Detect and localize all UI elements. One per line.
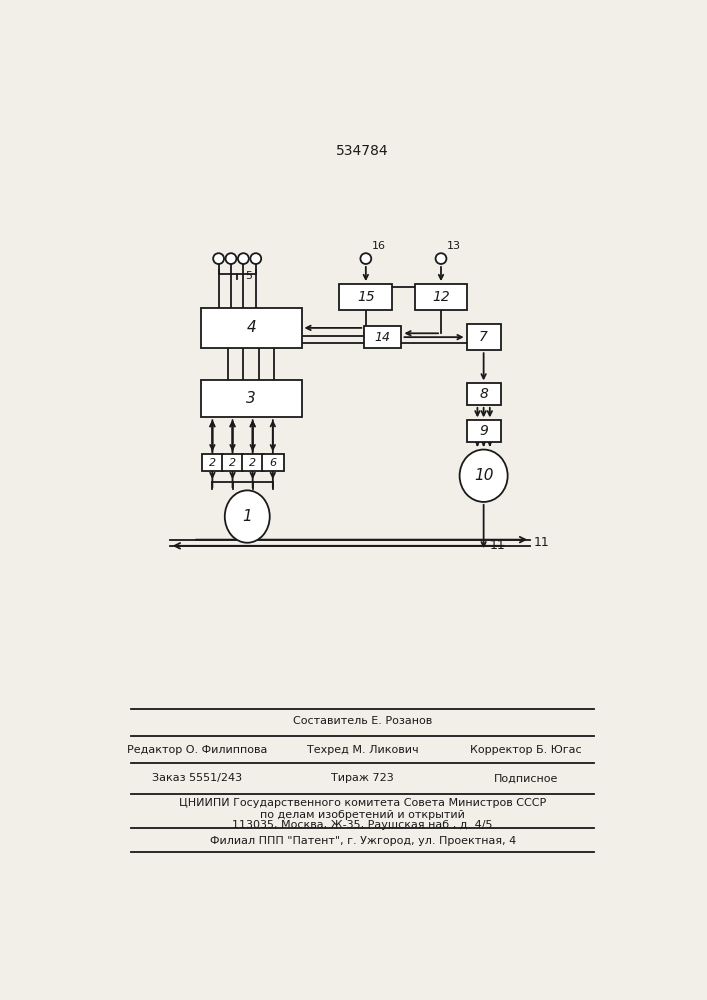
Bar [414,284,467,310]
Text: 11: 11 [534,536,550,549]
Bar [222,454,243,471]
Text: 113035, Москва, Ж-35, Раушская наб., д. 4/5: 113035, Москва, Ж-35, Раушская наб., д. … [233,820,493,830]
Bar [467,420,501,442]
Bar [262,454,284,471]
Bar [339,284,392,310]
Text: 1: 1 [243,509,252,524]
Text: 4: 4 [246,320,256,335]
Text: 8: 8 [479,387,488,401]
Circle shape [238,253,249,264]
Text: Тираж 723: Тираж 723 [332,773,394,783]
Circle shape [436,253,446,264]
Bar [242,454,264,471]
Text: Заказ 5551/243: Заказ 5551/243 [152,773,242,783]
Text: Техред М. Ликович: Техред М. Ликович [307,745,419,755]
Text: 15: 15 [357,290,375,304]
Text: 9: 9 [479,424,488,438]
Text: Редактор О. Филиппова: Редактор О. Филиппова [127,745,267,755]
Bar [467,324,501,350]
Text: 7: 7 [479,330,488,344]
Bar [201,380,301,417]
Bar [364,326,402,348]
Text: 2: 2 [249,458,256,468]
Text: 13: 13 [448,241,461,251]
Circle shape [213,253,224,264]
Circle shape [250,253,261,264]
Text: по делам изобретений и открытий: по делам изобретений и открытий [260,810,465,820]
Text: 3: 3 [246,391,256,406]
Ellipse shape [225,490,270,543]
Text: 2: 2 [229,458,236,468]
Text: Составитель Е. Розанов: Составитель Е. Розанов [293,716,433,726]
Text: Филиал ППП "Патент", г. Ужгород, ул. Проектная, 4: Филиал ППП "Патент", г. Ужгород, ул. Про… [209,836,516,846]
Text: 534784: 534784 [337,144,389,158]
Text: 11: 11 [490,539,506,552]
Text: 6: 6 [269,458,276,468]
Text: ЦНИИПИ Государственного комитета Совета Министров СССР: ЦНИИПИ Государственного комитета Совета … [179,798,547,808]
Text: 14: 14 [375,331,391,344]
Bar [201,454,223,471]
Text: Подписное: Подписное [494,773,559,783]
Text: 5: 5 [245,271,252,281]
Bar [467,383,501,405]
Text: 12: 12 [432,290,450,304]
Ellipse shape [460,450,508,502]
Circle shape [361,253,371,264]
Bar [201,308,301,348]
Text: 2: 2 [209,458,216,468]
Text: Корректор Б. Югас: Корректор Б. Югас [470,745,582,755]
Text: 16: 16 [372,241,386,251]
Text: 10: 10 [474,468,493,483]
Circle shape [226,253,236,264]
